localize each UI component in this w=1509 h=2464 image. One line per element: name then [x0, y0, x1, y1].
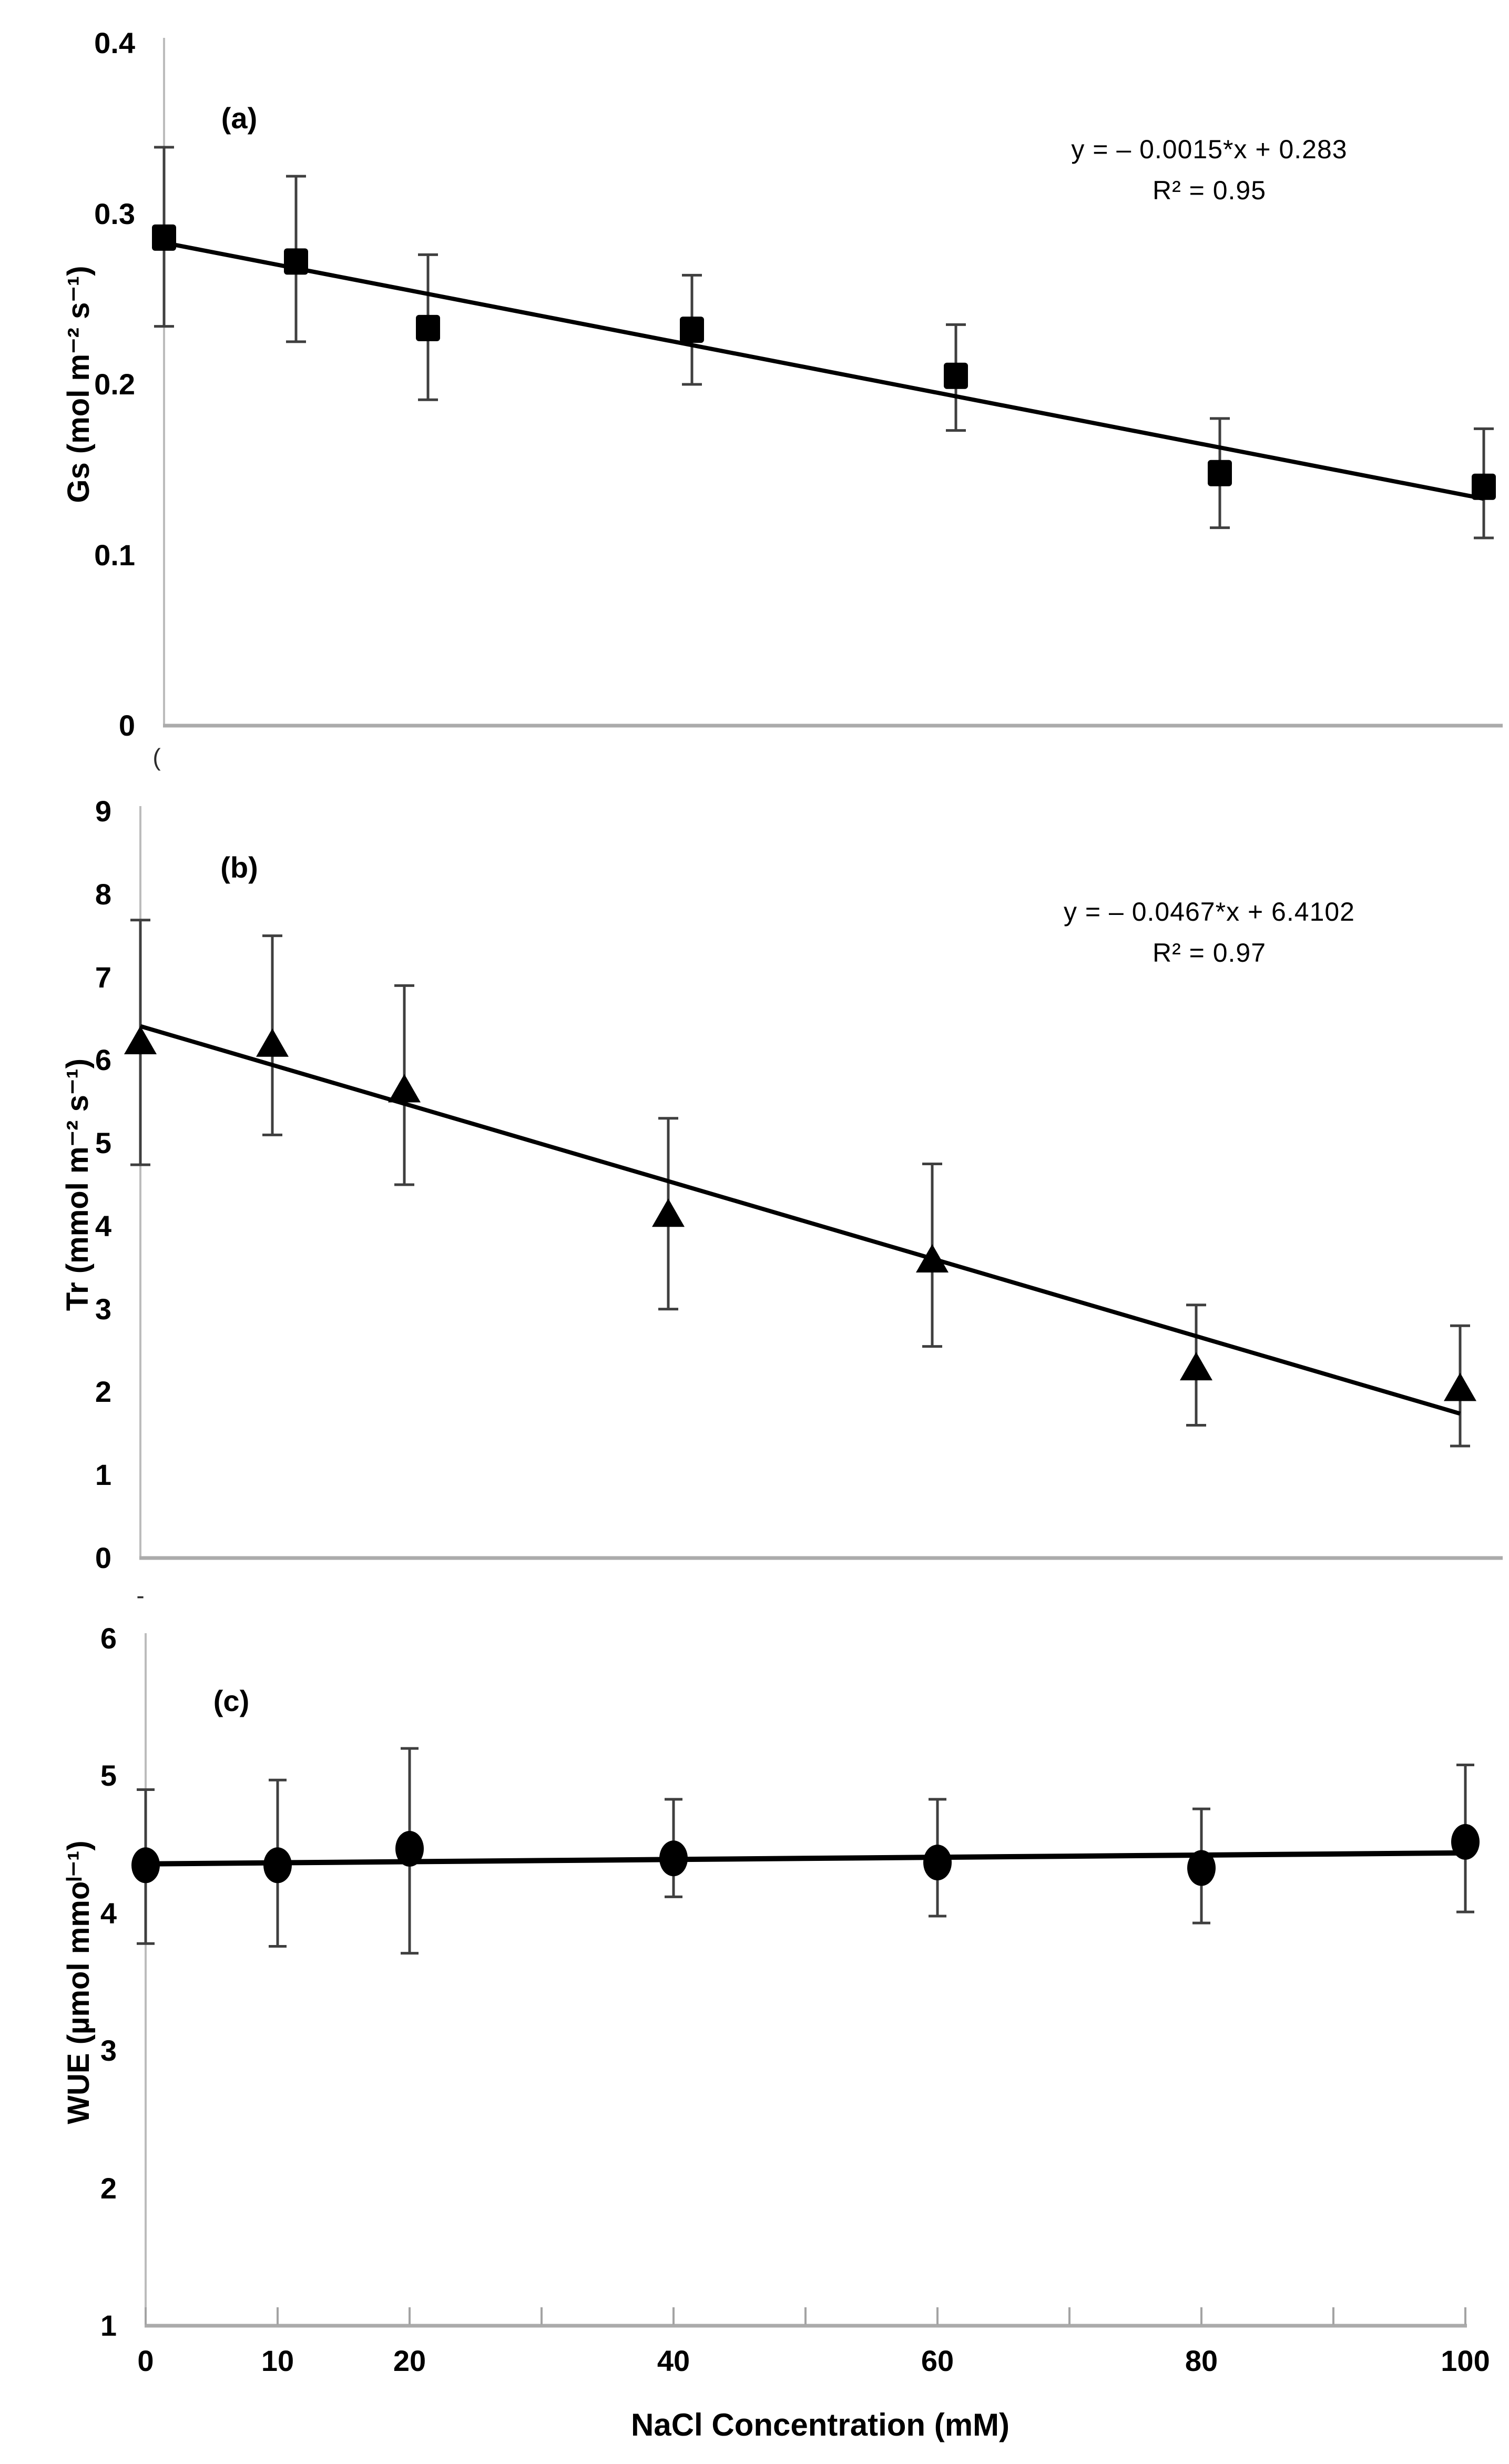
panel-label-b: (b) [220, 851, 258, 884]
data-point-triangle [124, 1026, 157, 1055]
y-tick-label: 2 [100, 2171, 117, 2205]
data-point-circle [923, 1845, 952, 1881]
y-tick-label: 0 [118, 709, 135, 742]
y-tick-label: 4 [100, 1896, 117, 1930]
data-point-circle [659, 1840, 688, 1877]
y-tick-label: 8 [95, 877, 111, 911]
y-axis-title-c: WUE (µmol mmoˡ⁻¹) [62, 1840, 96, 2124]
data-point-square [944, 362, 968, 389]
r-squared-b: R² = 0.97 [1152, 938, 1267, 968]
data-point-square [284, 248, 308, 275]
x-tick-label: 100 [1441, 2344, 1490, 2377]
y-tick-label: 6 [100, 1622, 117, 1655]
x-tick-label: 60 [921, 2344, 954, 2377]
y-tick-label: 0.3 [94, 197, 135, 230]
data-point-square [416, 314, 440, 341]
data-point-square [1472, 473, 1496, 500]
y-tick-label: 0.4 [94, 26, 135, 59]
data-point-circle [395, 1830, 424, 1867]
y-tick-label: 3 [100, 2034, 117, 2068]
data-point-triangle [916, 1244, 949, 1272]
x-axis-title: NaCl Concentration (mM) [631, 2407, 1010, 2442]
y-tick-label: 2 [95, 1375, 111, 1409]
panel-label-c: (c) [213, 1684, 250, 1717]
stray-text-fragment: ( [152, 744, 161, 771]
stray-text-fragment: - [136, 1582, 145, 1609]
data-point-triangle [652, 1198, 685, 1227]
y-tick-label: 0 [95, 1541, 111, 1574]
y-tick-label: 6 [95, 1043, 111, 1077]
y-tick-label: 1 [95, 1458, 111, 1492]
data-point-triangle [1180, 1352, 1212, 1381]
x-tick-label: 0 [137, 2344, 154, 2377]
y-tick-label: 7 [95, 960, 111, 994]
data-point-square [1208, 460, 1232, 486]
x-tick-label: 40 [657, 2344, 690, 2377]
panel-label-a: (a) [221, 101, 258, 135]
y-tick-label: 0.1 [94, 538, 135, 572]
y-tick-label: 4 [95, 1209, 111, 1243]
x-tick-label: 20 [393, 2344, 426, 2377]
data-point-triangle [388, 1074, 421, 1103]
data-point-square [152, 224, 176, 251]
equation-b: y = – 0.0467*x + 6.4102 [1064, 897, 1355, 926]
y-tick-label: 9 [95, 795, 111, 828]
data-point-circle [263, 1847, 292, 1883]
data-point-circle [1451, 1824, 1480, 1860]
equation-a: y = – 0.0015*x + 0.283 [1071, 135, 1348, 164]
data-point-circle [1187, 1850, 1216, 1886]
x-tick-label: 10 [261, 2344, 294, 2377]
data-point-triangle [1444, 1372, 1476, 1401]
y-tick-label: 3 [95, 1292, 111, 1326]
data-point-circle [131, 1847, 160, 1883]
trend-line [164, 240, 1484, 501]
trend-line [139, 1024, 1461, 1416]
x-tick-label: 80 [1185, 2344, 1218, 2377]
r-squared-a: R² = 0.95 [1152, 176, 1267, 205]
y-tick-label: 0.2 [94, 368, 135, 401]
y-tick-label: 5 [95, 1126, 111, 1160]
y-tick-label: 1 [100, 2309, 117, 2342]
y-tick-label: 5 [100, 1759, 117, 1793]
trend-line [145, 1850, 1466, 1867]
y-axis-title-b: Tr (mmol m⁻² s⁻¹) [60, 1058, 95, 1311]
data-point-square [680, 317, 704, 343]
data-point-triangle [256, 1028, 289, 1057]
